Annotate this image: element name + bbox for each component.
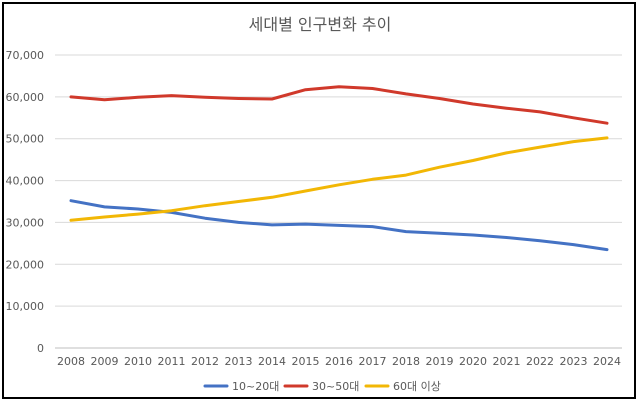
legend-label: 10~20대 [232, 380, 279, 393]
series-line [69, 85, 609, 125]
x-tick-label: 2023 [560, 355, 588, 368]
x-tick-label: 2010 [124, 355, 152, 368]
x-tick-label: 2024 [593, 355, 621, 368]
y-tick-label: 70,000 [6, 49, 45, 62]
x-tick-label: 2019 [426, 355, 454, 368]
y-tick-label: 20,000 [6, 258, 45, 271]
x-tick-label: 2020 [459, 355, 487, 368]
y-tick-label: 40,000 [6, 175, 45, 188]
y-tick-label: 60,000 [6, 91, 45, 104]
y-axis: 0 10,000 20,000 30,000 40,000 50,000 60,000 70,… [6, 49, 45, 355]
grid [55, 54, 622, 349]
x-axis: 2008 2009 2010 2011 2012 2013 2014 2015 2016 2017… [57, 355, 621, 368]
y-tick-label: 10,000 [6, 300, 45, 313]
x-tick-label: 2016 [325, 355, 353, 368]
x-tick-label: 2008 [57, 355, 85, 368]
x-tick-label: 2013 [225, 355, 253, 368]
x-tick-label: 2012 [191, 355, 219, 368]
chart-title: 세대별 인구변화 추이 [249, 15, 392, 34]
y-tick-label: 30,000 [6, 216, 45, 229]
series-line [69, 136, 609, 222]
x-tick-label: 2011 [158, 355, 186, 368]
legend: 10~20대 30~50대 60대 이상 [203, 380, 441, 393]
x-tick-label: 2017 [359, 355, 387, 368]
legend-label: 60대 이상 [393, 380, 441, 393]
x-tick-label: 2022 [526, 355, 554, 368]
x-tick-label: 2009 [91, 355, 119, 368]
x-tick-label: 2021 [493, 355, 521, 368]
series-lines [69, 85, 609, 252]
x-tick-label: 2018 [392, 355, 420, 368]
x-tick-label: 2014 [258, 355, 286, 368]
y-tick-label: 0 [37, 342, 44, 355]
legend-label: 30~50대 [312, 380, 359, 393]
chart-frame [2, 2, 636, 399]
x-tick-label: 2015 [292, 355, 320, 368]
series-line [69, 199, 609, 252]
y-tick-label: 50,000 [6, 133, 45, 146]
